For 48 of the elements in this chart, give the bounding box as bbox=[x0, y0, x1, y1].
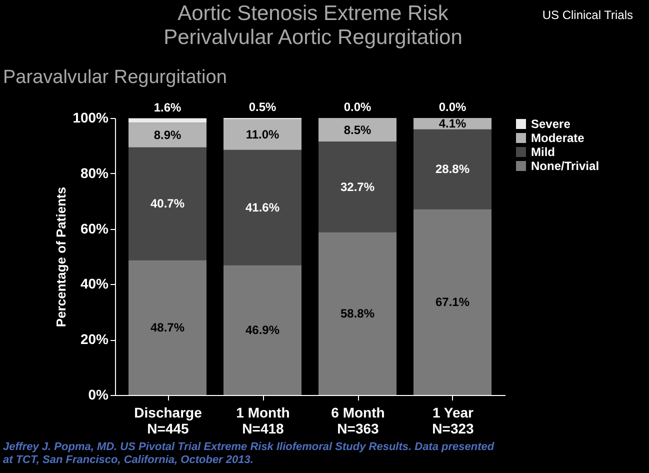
data-label: 32.7% bbox=[340, 180, 375, 194]
y-tick-label: 80% bbox=[80, 164, 110, 181]
y-tick-label: 0% bbox=[88, 386, 110, 402]
data-label: 11.0% bbox=[246, 128, 280, 142]
data-label: 48.7% bbox=[150, 320, 185, 335]
x-tick-label: 1 Year N=323 bbox=[432, 404, 474, 436]
data-label: 28.8% bbox=[435, 162, 470, 176]
bar bbox=[318, 142, 396, 232]
data-label: 40.7% bbox=[150, 196, 185, 211]
bar bbox=[414, 209, 492, 395]
data-label: 1.6% bbox=[154, 100, 182, 114]
data-label: 0.0% bbox=[344, 100, 372, 114]
x-tick-label: 6 Month N=363 bbox=[331, 404, 385, 436]
data-label: 4.1% bbox=[438, 116, 466, 131]
text: US Clinical Trials bbox=[542, 8, 633, 22]
bar bbox=[128, 118, 206, 123]
data-label: 41.6% bbox=[245, 200, 280, 214]
y-tick-label: 60% bbox=[80, 220, 110, 236]
y-axis-title: Percentage of Patients bbox=[54, 186, 69, 328]
data-label: 58.8% bbox=[340, 306, 375, 321]
bar bbox=[224, 119, 302, 150]
data-label: 0.5% bbox=[248, 100, 276, 114]
text: Jeffrey J. Popma, MD. US Pivotal Trial Extreme Risk Iliofemoral Study Results. Data presented at TCT, San Francisco, California, October 2013. bbox=[3, 441, 494, 466]
bar bbox=[224, 265, 302, 395]
bar bbox=[128, 122, 206, 148]
bar bbox=[318, 118, 396, 142]
legend-label: Moderate bbox=[531, 131, 585, 145]
y-tick-label: 40% bbox=[80, 276, 110, 292]
data-label: 8.5% bbox=[344, 122, 372, 137]
bar bbox=[128, 147, 206, 260]
bar bbox=[128, 260, 206, 395]
data-label: 8.9% bbox=[154, 128, 182, 142]
bar bbox=[224, 150, 302, 266]
data-label: 46.9% bbox=[245, 323, 280, 338]
x-tick-label: Discharge N=445 bbox=[134, 404, 202, 436]
y-tick-label: 100% bbox=[72, 110, 110, 126]
chart-subtitle: Paravalvular Regurgitation bbox=[3, 67, 227, 88]
bar bbox=[414, 129, 492, 210]
text: Perivalvular Aortic Regurgitation bbox=[164, 26, 462, 49]
y-tick-label: 20% bbox=[80, 331, 110, 348]
x-tick-label: 1 Month N=418 bbox=[236, 404, 290, 436]
text: Aortic Stenosis Extreme Risk bbox=[178, 2, 448, 25]
data-label: 67.1% bbox=[435, 295, 470, 310]
legend-label: Severe bbox=[531, 117, 571, 131]
legend-label: Mild bbox=[531, 145, 555, 159]
legend-label: None/Trivial bbox=[531, 159, 600, 173]
bar bbox=[318, 232, 396, 395]
data-label: 0.0% bbox=[438, 100, 466, 114]
